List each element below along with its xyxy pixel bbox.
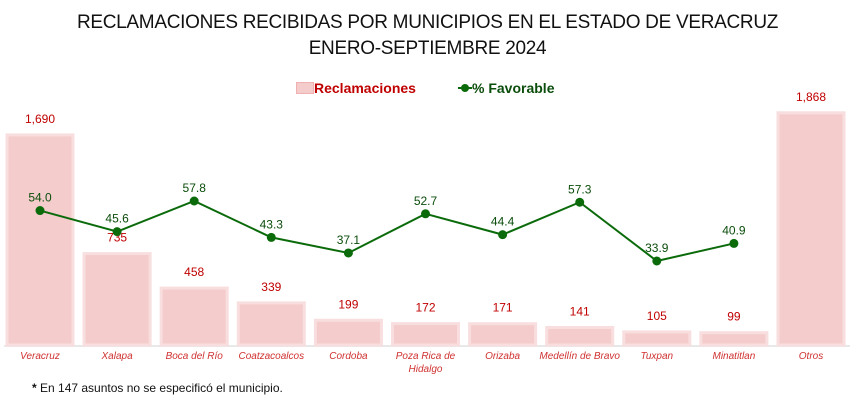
favorable-point-3 xyxy=(266,232,276,242)
category-label: Poza Rica de xyxy=(396,351,456,362)
footnote-text: En 147 asuntos no se especificó el munic… xyxy=(40,381,283,395)
bar-value-label: 105 xyxy=(647,309,667,323)
favorable-value-label: 37.1 xyxy=(337,233,361,247)
category-label: Cordoba xyxy=(329,351,368,362)
favorable-point-1 xyxy=(112,227,122,237)
bar-value-label: 458 xyxy=(184,265,204,279)
bar-value-label: 171 xyxy=(493,301,513,315)
favorable-point-4 xyxy=(343,248,353,258)
favorable-value-label: 40.9 xyxy=(722,223,746,237)
bar-value-label: 735 xyxy=(107,231,127,245)
bar-value-label: 1,690 xyxy=(25,112,55,126)
favorable-value-label: 54.0 xyxy=(28,191,52,205)
favorable-value-label: 52.7 xyxy=(414,194,438,208)
favorable-point-6 xyxy=(498,230,508,240)
bar-value-label: 172 xyxy=(415,301,435,315)
legend-label: % Favorable xyxy=(472,80,555,96)
legend-bar-swatch-icon xyxy=(296,82,314,94)
bar-1 xyxy=(82,252,152,347)
bar-6 xyxy=(468,322,538,347)
bar-value-label: 339 xyxy=(261,280,281,294)
category-label: Otros xyxy=(799,351,823,362)
bar-8 xyxy=(622,330,692,347)
category-label: Medellín de Bravo xyxy=(539,351,620,362)
category-label: Boca del Río xyxy=(166,351,224,362)
bar-10 xyxy=(776,111,846,347)
bar-value-label: 99 xyxy=(727,310,741,324)
favorable-point-7 xyxy=(575,197,585,207)
favorable-point-0 xyxy=(35,206,45,216)
category-label: Veracruz xyxy=(20,351,60,362)
footnote-marker: * xyxy=(32,381,37,395)
favorable-point-8 xyxy=(652,256,662,266)
bar-5 xyxy=(391,322,460,347)
bar-7 xyxy=(545,325,615,347)
bar-0 xyxy=(5,133,75,347)
favorable-point-2 xyxy=(189,196,199,206)
category-label: Xalapa xyxy=(101,351,134,362)
favorable-value-label: 57.3 xyxy=(568,182,592,196)
favorable-point-9 xyxy=(729,238,739,248)
favorable-value-label: 57.8 xyxy=(183,181,207,195)
favorable-value-label: 33.9 xyxy=(645,241,669,255)
legend-label: Reclamaciones xyxy=(314,80,416,96)
bar-value-label: 141 xyxy=(570,304,590,318)
category-label: Orizaba xyxy=(485,351,520,362)
footnote: * En 147 asuntos no se especificó el mun… xyxy=(32,381,283,395)
bar-3 xyxy=(236,301,306,347)
legend-line-marker-icon xyxy=(458,83,472,93)
favorable-value-label: 45.6 xyxy=(105,212,129,226)
favorable-point-5 xyxy=(421,209,430,219)
legend-favorable: % Favorable xyxy=(458,80,554,96)
favorable-line xyxy=(39,199,735,263)
category-label: Minatitlan xyxy=(712,351,755,362)
bar-value-label: 1,868 xyxy=(796,90,826,104)
bar-9 xyxy=(699,331,769,347)
legend-reclamaciones: Reclamaciones xyxy=(296,80,416,96)
chart-title: RECLAMACIONES RECIBIDAS POR MUNICIPIOS E… xyxy=(76,12,779,33)
category-label: Hidalgo xyxy=(409,364,443,375)
favorable-value-label: 44.4 xyxy=(491,215,515,229)
bar-value-label: 199 xyxy=(338,297,358,311)
category-label: Tuxpan xyxy=(640,351,673,362)
favorable-value-label: 43.3 xyxy=(260,217,284,231)
bar-4 xyxy=(313,318,383,347)
bar-2 xyxy=(159,286,229,347)
chart-subtitle: ENERO-SEPTIEMBRE 2024 xyxy=(308,38,547,59)
category-label: Coatzacoalcos xyxy=(239,351,305,362)
